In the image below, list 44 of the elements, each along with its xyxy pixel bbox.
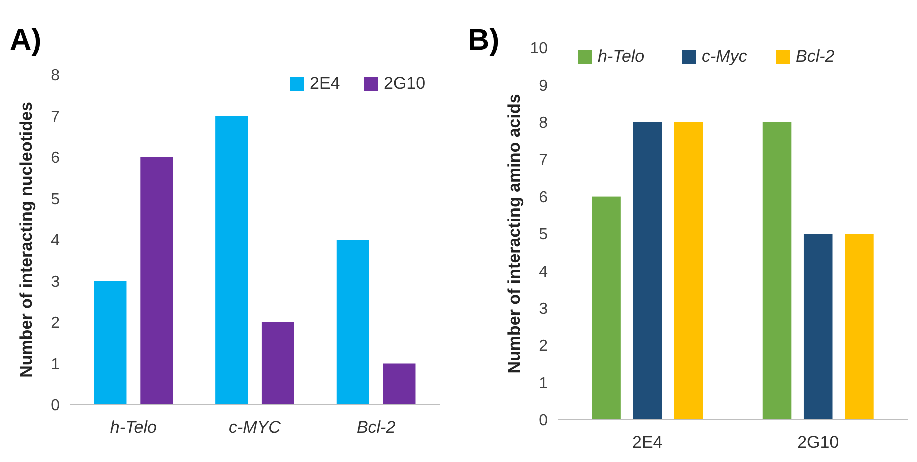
bar	[804, 234, 833, 420]
y-tick-label: 3	[539, 301, 548, 318]
legend-label: h-Telo	[598, 47, 645, 66]
legend-label: 2E4	[310, 74, 340, 93]
x-tick-label: h-Telo	[110, 418, 158, 437]
x-tick-label: Bcl-2	[356, 418, 396, 437]
y-tick-label: 2	[51, 315, 60, 332]
legend-label: c-Myc	[702, 47, 748, 66]
y-tick-label: 0	[539, 412, 548, 430]
y-tick-label: 7	[539, 152, 548, 170]
bar	[94, 281, 127, 405]
y-tick-label: 4	[539, 264, 548, 281]
bar	[762, 122, 792, 420]
x-tick-label: c-MYC	[229, 418, 282, 437]
bar	[262, 322, 294, 405]
y-tick-label: 10	[530, 40, 548, 58]
legend-label: 2G10	[384, 74, 426, 93]
y-axis-title: Number of interacting nucleotides	[17, 102, 36, 378]
bar	[633, 122, 662, 420]
chart-title: B)	[468, 24, 500, 57]
y-tick-label: 8	[539, 115, 548, 132]
bar	[592, 196, 621, 420]
bar	[845, 234, 874, 420]
bar	[383, 364, 416, 405]
y-tick-label: 6	[51, 150, 60, 168]
y-tick-label: 5	[51, 191, 60, 208]
y-tick-label: 3	[51, 274, 60, 291]
y-axis-title: Number of interacting amino acids	[505, 94, 524, 374]
y-tick-label: 2	[539, 338, 548, 356]
y-tick-label: 1	[539, 375, 548, 392]
y-tick-label: 5	[539, 226, 548, 244]
y-tick-label: 0	[51, 398, 60, 415]
y-tick-label: 7	[51, 108, 60, 126]
legend-label: Bcl-2	[796, 47, 836, 66]
y-tick-label: 6	[539, 189, 548, 206]
bar	[674, 122, 704, 420]
y-tick-label: 4	[51, 232, 60, 250]
bar	[140, 158, 174, 405]
y-tick-label: 8	[51, 68, 60, 85]
y-tick-label: 1	[51, 356, 60, 374]
chart-title: A)	[10, 24, 42, 57]
bar	[336, 240, 370, 405]
y-tick-label: 9	[539, 78, 548, 95]
bar	[216, 116, 248, 405]
